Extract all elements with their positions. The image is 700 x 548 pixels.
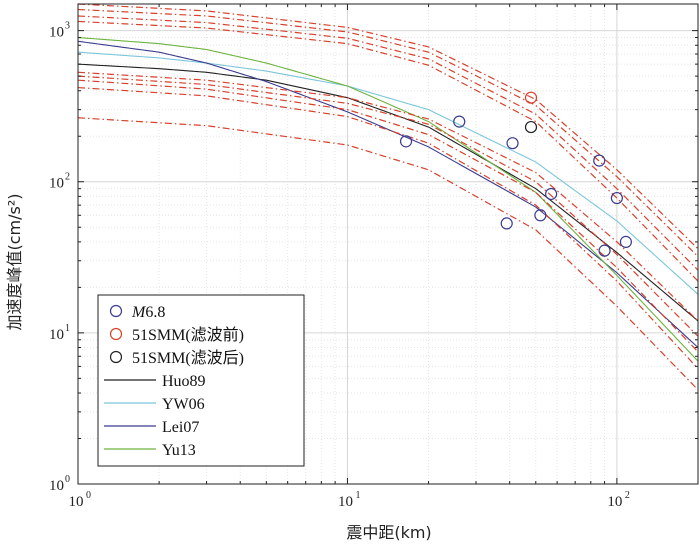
legend-marker-1 bbox=[109, 327, 123, 341]
x-tick-label-1: 10 bbox=[338, 494, 353, 510]
y-tick-exponent-0: 0 bbox=[65, 474, 70, 485]
legend-marker-0 bbox=[109, 304, 123, 318]
data-markers bbox=[399, 91, 632, 257]
legend-label-0: M6.8 bbox=[131, 304, 165, 321]
y-tick-exponent-1: 1 bbox=[65, 323, 70, 334]
dashdot-curve-7 bbox=[77, 3, 699, 250]
marker-series0-8 bbox=[610, 191, 623, 205]
marker-series0-9 bbox=[619, 235, 632, 248]
x-tick-exponent-2: 2 bbox=[625, 490, 630, 501]
axis-ticks bbox=[77, 4, 699, 485]
legend-label-2: 51SMM(滤波后) bbox=[132, 349, 244, 367]
marker-series0-2 bbox=[500, 217, 513, 230]
y-tick-label-2: 10 bbox=[49, 176, 64, 192]
y-tick-label-0: 10 bbox=[49, 478, 64, 494]
legend-label-4: YW06 bbox=[162, 396, 205, 413]
plot-frame bbox=[77, 3, 699, 485]
legend-label-5: Lei07 bbox=[162, 419, 199, 436]
marker-series0-7 bbox=[598, 244, 611, 257]
marker-series0-1 bbox=[453, 115, 466, 128]
dashdot-curve-10 bbox=[77, 20, 699, 282]
x-tick-label-0: 10 bbox=[69, 494, 84, 510]
curve-lei07 bbox=[77, 40, 699, 348]
dashdot-curve-11 bbox=[77, 71, 699, 322]
marker-series0-0 bbox=[399, 135, 413, 148]
legend-label-3: Huo89 bbox=[162, 373, 206, 390]
x-tick-exponent-1: 1 bbox=[355, 490, 360, 501]
y-tick-exponent-3: 3 bbox=[65, 21, 70, 32]
y-tick-exponent-2: 2 bbox=[65, 172, 70, 183]
curve-huo89 bbox=[77, 63, 699, 322]
x-tick-label-2: 10 bbox=[607, 494, 622, 510]
legend: M6.8 51SMM(滤波前) 51SMM(滤波后) Huo89 YW06 Lei07 Yu… bbox=[97, 294, 305, 467]
x-tick-exponent-0: 0 bbox=[86, 490, 91, 501]
y-tick-label-1: 10 bbox=[49, 327, 64, 343]
marker-series0-5 bbox=[545, 187, 558, 201]
marker-series1-0 bbox=[524, 91, 538, 104]
dashdot-curve-15 bbox=[77, 117, 699, 391]
legend-marker-2 bbox=[109, 350, 123, 364]
legend-label-6: Yu13 bbox=[162, 442, 196, 459]
marker-series0-4 bbox=[534, 209, 547, 222]
legend-label-1: 51SMM(滤波前) bbox=[132, 326, 244, 344]
tick-labels: 10 0 10 1 10 210 010 110 210 3 bbox=[49, 21, 630, 510]
y-axis-label: 加速度峰值(cm/s²) bbox=[5, 193, 24, 330]
dashdot-curve-8 bbox=[77, 8, 699, 257]
marker-series0-3 bbox=[506, 137, 519, 150]
y-tick-label-3: 10 bbox=[49, 25, 64, 41]
curve-yu13 bbox=[77, 36, 699, 362]
marker-series2-0 bbox=[524, 120, 538, 134]
x-axis-label: 震中距(km) bbox=[346, 523, 431, 542]
curves bbox=[77, 3, 699, 391]
dashdot-curve-9 bbox=[77, 15, 699, 271]
dashdot-curve-12 bbox=[77, 75, 699, 337]
marker-series0-6 bbox=[593, 154, 606, 167]
